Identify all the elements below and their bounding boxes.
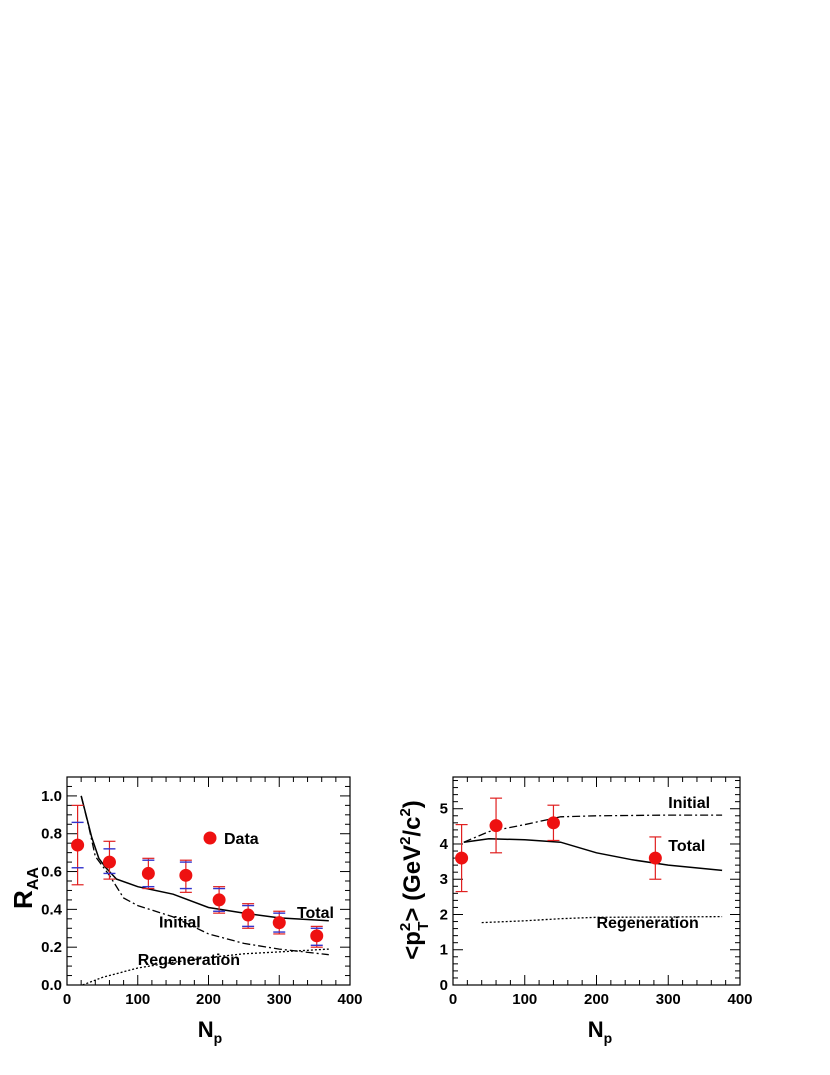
data-point-group xyxy=(648,836,662,880)
chart-left-raa: 0 100 200 300 400 0.0 0.2 0.4 0.6 0.8 1.0 Np Total In… xyxy=(8,776,363,1046)
data-point-group xyxy=(71,804,85,886)
data-point-group xyxy=(489,797,503,854)
curve-initial xyxy=(463,814,723,843)
data-point xyxy=(489,819,503,833)
x-tick-label: 0 xyxy=(63,991,71,1008)
data-point xyxy=(546,816,560,830)
annotation-initial: Initial xyxy=(159,914,201,931)
data-point xyxy=(71,838,85,852)
x-tick-label: 300 xyxy=(267,991,292,1008)
data-point xyxy=(310,929,324,943)
x-tick-label: 200 xyxy=(584,991,609,1008)
annotation-initial: Initial xyxy=(668,795,710,812)
curve-total xyxy=(80,795,329,922)
data-point-group xyxy=(212,886,226,914)
annotation-regeneration: Regeneration xyxy=(597,915,699,932)
data-point xyxy=(648,851,662,865)
y-tick-label: 2 xyxy=(440,906,448,923)
y-tick-label: 0.4 xyxy=(41,901,63,918)
y-tick-label: 1.0 xyxy=(41,788,62,805)
curve-total xyxy=(463,837,723,872)
data-point-group xyxy=(310,925,324,948)
curve-initial xyxy=(80,795,329,956)
data-point xyxy=(102,855,116,869)
data-point xyxy=(455,851,469,865)
y-tick-label: 4 xyxy=(440,836,449,853)
x-tick-label: 400 xyxy=(727,991,752,1008)
y-axis-title: RAA xyxy=(8,867,42,909)
y-axis-title: <p2T> (GeV2/c2) xyxy=(397,800,432,960)
data-point xyxy=(141,866,155,880)
y-tick-label: 0.0 xyxy=(41,977,62,994)
curve-regeneration xyxy=(481,915,723,924)
data-point-group xyxy=(546,804,560,842)
data-point-group xyxy=(272,910,286,935)
x-tick-label: 400 xyxy=(337,991,362,1008)
y-tick-label: 0.8 xyxy=(41,826,62,843)
x-tick-label: 100 xyxy=(512,991,537,1008)
data-point-group xyxy=(455,823,469,893)
data-point xyxy=(212,893,226,907)
data-point xyxy=(241,908,255,922)
data-point-group xyxy=(141,857,155,890)
y-tick-label: 3 xyxy=(440,871,448,888)
y-tick-label: 0.6 xyxy=(41,864,62,881)
data-point-group xyxy=(179,859,193,893)
x-tick-label: 100 xyxy=(125,991,150,1008)
data-point xyxy=(272,916,286,930)
data-point xyxy=(179,868,193,882)
annotation-total: Total xyxy=(297,905,334,922)
y-tick-label: 0 xyxy=(440,977,448,994)
x-tick-label: 0 xyxy=(449,991,457,1008)
data-point-group xyxy=(102,840,116,880)
legend-label: Data xyxy=(224,831,259,848)
annotation-total: Total xyxy=(668,838,705,855)
x-tick-label: 200 xyxy=(196,991,221,1008)
y-tick-label: 1 xyxy=(440,942,448,959)
x-axis-title: Np xyxy=(588,1017,612,1046)
x-axis-title: Np xyxy=(198,1017,222,1046)
annotation-regeneration: Regeneration xyxy=(138,952,240,969)
chart-right-pt2: 0 100 200 300 400 0 1 2 3 4 5 Np Initial Total Regener… xyxy=(397,776,753,1046)
y-tick-label: 5 xyxy=(440,801,448,818)
legend-marker xyxy=(203,831,217,845)
data-point-group xyxy=(241,903,255,929)
x-tick-label: 300 xyxy=(656,991,681,1008)
y-tick-label: 0.2 xyxy=(41,939,62,956)
